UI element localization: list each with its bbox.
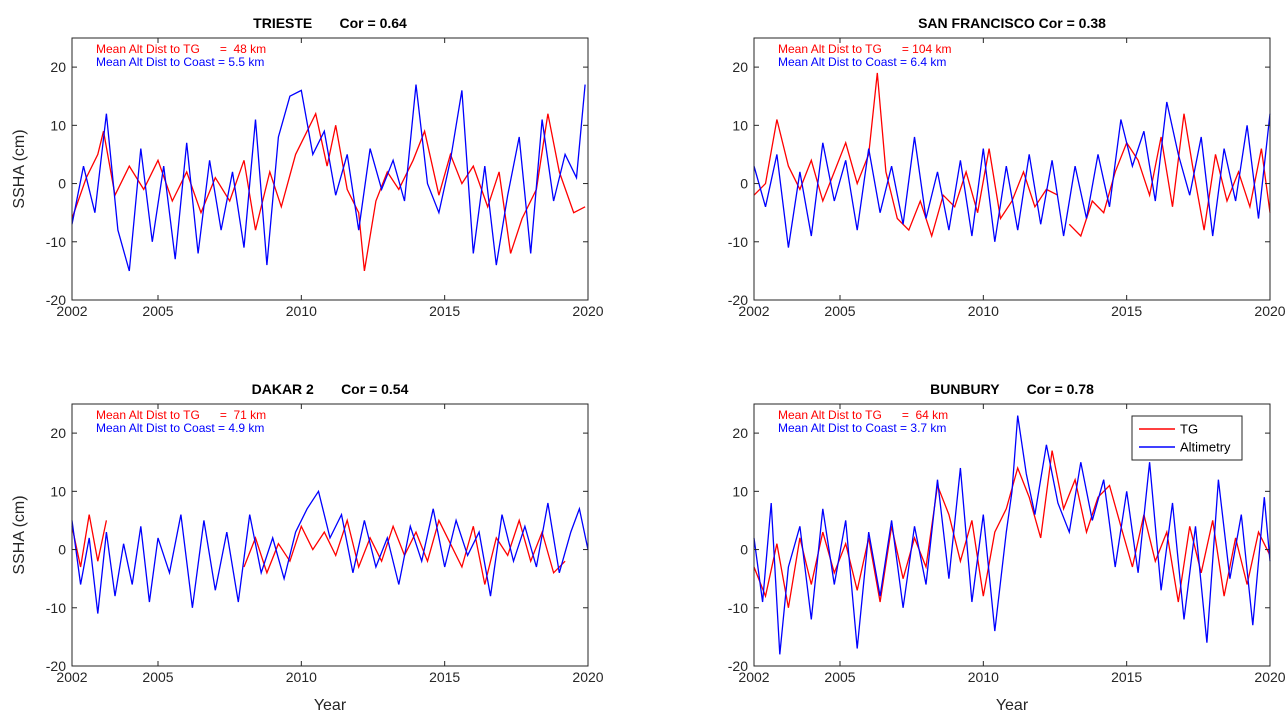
- legend-box: [1131, 415, 1243, 461]
- panel-title: SAN FRANCISCO Cor = 0.38: [918, 15, 1106, 31]
- x-tick-label: 2020: [572, 669, 603, 685]
- panel-bunbury: BUNBURY Cor = 0.78 2002 2005 2010 2015 2020-…: [728, 381, 1286, 714]
- plot-area: [72, 38, 588, 300]
- y-tick-label: -20: [728, 292, 748, 308]
- x-axis-label: Year: [314, 697, 347, 714]
- plot-area: [754, 38, 1270, 300]
- y-tick-label: 0: [58, 542, 66, 558]
- annotation-dist-tg: Mean Alt Dist to TG = 104 km: [778, 42, 952, 56]
- axes-box: [71, 37, 589, 301]
- x-tick-label: 2002: [738, 669, 769, 685]
- y-tick-label: -10: [46, 234, 66, 250]
- x-tick-label: 2020: [1254, 303, 1285, 319]
- axes-box: [71, 403, 589, 667]
- series-line-altimetry-1: [71, 84, 586, 272]
- x-tick-label: 2005: [824, 303, 855, 319]
- axes-box: [753, 37, 1271, 301]
- y-tick-label: 0: [740, 542, 748, 558]
- x-tick-label: 2015: [1111, 303, 1142, 319]
- y-tick-label: 10: [50, 117, 66, 133]
- x-tick-label: 2015: [429, 669, 460, 685]
- series-line-altimetry-2: [753, 101, 1271, 248]
- annotation-dist-coast: Mean Alt Dist to Coast = 5.5 km: [96, 55, 264, 69]
- series-line-tg-0: [71, 111, 586, 272]
- y-tick-label: 20: [732, 425, 748, 441]
- series-line-tg-1: [1068, 113, 1271, 238]
- panel-title: TRIESTE Cor = 0.64: [253, 15, 407, 31]
- y-axis-label: SSHA (cm): [11, 129, 28, 208]
- series-line-altimetry-1: [753, 415, 1271, 655]
- panel-trieste: TRIESTE Cor = 0.64 2002 2005 2010 2015 2020-…: [11, 15, 604, 319]
- panel-dakar-2: DAKAR 2 Cor = 0.54 2002 2005 2010 2015 2020-…: [11, 381, 604, 714]
- x-axis-label: Year: [996, 697, 1029, 714]
- legend-label-tg: TG: [1180, 422, 1198, 437]
- y-tick-label: -10: [728, 600, 748, 616]
- x-tick-label: 2002: [738, 303, 769, 319]
- y-tick-label: 20: [50, 425, 66, 441]
- x-tick-label: 2020: [1254, 669, 1285, 685]
- y-tick-label: -20: [728, 658, 748, 674]
- annotation-dist-coast: Mean Alt Dist to Coast = 4.9 km: [96, 421, 264, 435]
- y-tick-label: -10: [728, 234, 748, 250]
- y-tick-label: 20: [732, 59, 748, 75]
- y-tick-label: 0: [58, 176, 66, 192]
- x-tick-label: 2005: [142, 669, 173, 685]
- y-tick-label: 10: [732, 483, 748, 499]
- annotation-dist-coast: Mean Alt Dist to Coast = 6.4 km: [778, 55, 946, 69]
- annotation-dist-tg: Mean Alt Dist to TG = 48 km: [96, 42, 266, 56]
- x-tick-label: 2010: [968, 303, 999, 319]
- y-tick-label: -20: [46, 292, 66, 308]
- panel-san-francisco: SAN FRANCISCO Cor = 0.38 2002 2005 2010 201…: [728, 15, 1286, 319]
- y-tick-label: -10: [46, 600, 66, 616]
- x-tick-label: 2010: [968, 669, 999, 685]
- legend: TG Altimetry: [1131, 415, 1243, 461]
- y-axis-label: SSHA (cm): [11, 495, 28, 574]
- series-line-altimetry-2: [71, 489, 589, 614]
- y-tick-label: -20: [46, 658, 66, 674]
- annotation-dist-coast: Mean Alt Dist to Coast = 3.7 km: [778, 421, 946, 435]
- annotation-dist-tg: Mean Alt Dist to TG = 64 km: [778, 408, 948, 422]
- x-tick-label: 2005: [824, 669, 855, 685]
- annotation-dist-tg: Mean Alt Dist to TG = 71 km: [96, 408, 266, 422]
- plot-area: [72, 404, 588, 666]
- y-tick-label: 10: [732, 117, 748, 133]
- series-line-tg-0: [71, 514, 108, 568]
- y-tick-label: 20: [50, 59, 66, 75]
- x-tick-label: 2002: [56, 669, 87, 685]
- x-tick-label: 2020: [572, 303, 603, 319]
- x-tick-label: 2005: [142, 303, 173, 319]
- x-tick-label: 2010: [286, 669, 317, 685]
- legend-label-altimetry: Altimetry: [1180, 440, 1231, 455]
- x-tick-label: 2010: [286, 303, 317, 319]
- x-tick-label: 2002: [56, 303, 87, 319]
- panel-title: DAKAR 2 Cor = 0.54: [252, 381, 409, 397]
- x-tick-label: 2015: [1111, 669, 1142, 685]
- x-tick-label: 2015: [429, 303, 460, 319]
- panel-title: BUNBURY Cor = 0.78: [930, 381, 1094, 397]
- axes-box: [753, 403, 1271, 667]
- y-tick-label: 10: [50, 483, 66, 499]
- y-tick-label: 0: [740, 176, 748, 192]
